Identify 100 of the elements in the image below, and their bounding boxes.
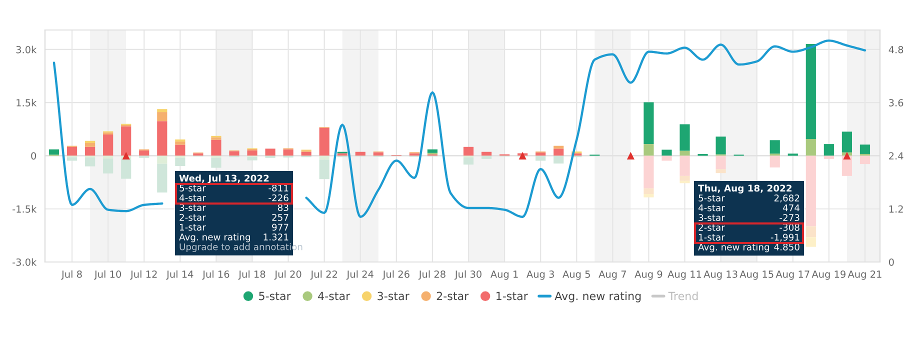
x-tick-label: Jul 8	[61, 270, 82, 280]
bar	[680, 150, 690, 156]
x-tick-label: Aug 13	[704, 270, 738, 280]
x-tick-label: Aug 15	[740, 270, 774, 280]
bar	[806, 44, 816, 139]
bar	[463, 146, 474, 156]
bar	[644, 194, 654, 198]
bar	[157, 121, 168, 156]
bar	[211, 158, 222, 168]
bar	[554, 148, 564, 156]
bar	[157, 156, 168, 164]
y2-tick-label: 0	[888, 258, 894, 266]
bar	[85, 146, 96, 156]
bar	[481, 156, 492, 159]
x-tick-label: Jul 30	[454, 270, 482, 280]
bar	[842, 132, 852, 152]
y-tick-label: 0	[31, 152, 36, 160]
bar	[806, 226, 816, 238]
x-tick-label: Aug 1	[490, 270, 518, 280]
y2-tick-label: 2.4	[889, 152, 904, 160]
legend-label: 2-star	[436, 292, 469, 300]
bar	[716, 169, 726, 174]
bar	[66, 146, 78, 156]
bar	[770, 140, 780, 154]
bar	[66, 157, 78, 161]
bar	[662, 150, 672, 156]
bar	[48, 149, 60, 155]
bar	[103, 156, 114, 159]
bar	[644, 188, 654, 194]
bar	[265, 148, 276, 156]
bar	[680, 180, 690, 184]
bar	[536, 152, 546, 156]
y-tick-label: 1.5k	[16, 98, 37, 106]
bar	[283, 149, 294, 156]
bar	[211, 137, 222, 140]
bar	[319, 160, 330, 180]
bar	[860, 156, 870, 164]
legend-label: 5-star	[259, 292, 291, 300]
x-tick-label: Aug 5	[562, 270, 590, 280]
bar	[680, 176, 690, 181]
bar	[463, 158, 474, 165]
bar	[680, 124, 690, 151]
y-tick-label: 3.0k	[16, 46, 37, 54]
bar	[662, 156, 672, 161]
bar	[85, 142, 96, 147]
x-tick-label: Jul 14	[166, 270, 194, 280]
bar	[157, 109, 168, 112]
y2-tick-label: 4.8	[888, 46, 904, 54]
x-tick-label: Jul 18	[238, 270, 266, 280]
x-tick-label: Jul 24	[346, 270, 374, 280]
bar	[229, 151, 240, 156]
bar	[319, 128, 330, 156]
bar	[680, 156, 690, 176]
x-tick-label: Aug 11	[668, 270, 702, 280]
bar	[806, 237, 816, 247]
x-tick-label: Aug 21	[848, 270, 882, 280]
x-tick-label: Jul 12	[130, 270, 157, 280]
bar	[157, 112, 168, 122]
bar	[824, 144, 834, 156]
legend-label: Trend	[668, 292, 698, 300]
bar	[121, 126, 132, 156]
bar	[806, 156, 816, 226]
bar	[554, 156, 564, 164]
bar	[824, 156, 834, 159]
x-tick-label: Jul 22	[310, 270, 337, 280]
x-tick-label: Jul 28	[418, 270, 446, 280]
legend-label: 1-star	[496, 292, 528, 300]
bar	[175, 144, 186, 156]
bar	[139, 150, 150, 156]
bar	[806, 138, 816, 156]
x-tick-label: Aug 17	[776, 270, 810, 280]
x-tick-label: Aug 19	[812, 270, 846, 280]
bar	[175, 139, 186, 142]
bar	[319, 156, 330, 160]
x-tick-label: Jul 26	[382, 270, 410, 280]
bar	[644, 102, 654, 144]
y2-tick-label: 3.6	[889, 99, 904, 106]
bar	[427, 149, 438, 153]
x-tick-label: Jul 20	[274, 270, 302, 280]
legend-label: 4-star	[318, 292, 350, 300]
y-tick-label: -3.0k	[12, 258, 37, 266]
bar	[247, 150, 258, 156]
bar	[860, 144, 870, 154]
y-tick-label: -1.5k	[12, 205, 37, 213]
bar	[103, 134, 114, 156]
legend-label: Avg. new rating	[554, 292, 641, 302]
x-tick-label: Jul 16	[202, 270, 230, 280]
bar	[121, 159, 132, 179]
bar	[247, 156, 258, 160]
bar	[644, 144, 654, 156]
bar	[716, 156, 726, 170]
bar	[536, 156, 546, 161]
bar	[644, 156, 654, 188]
y2-tick-label: 1.2	[889, 205, 903, 213]
x-tick-label: Aug 3	[526, 270, 554, 280]
bar	[157, 164, 168, 192]
bar	[373, 152, 384, 156]
x-tick-label: Jul 10	[94, 270, 122, 280]
bar	[175, 142, 186, 145]
bar	[85, 158, 96, 166]
